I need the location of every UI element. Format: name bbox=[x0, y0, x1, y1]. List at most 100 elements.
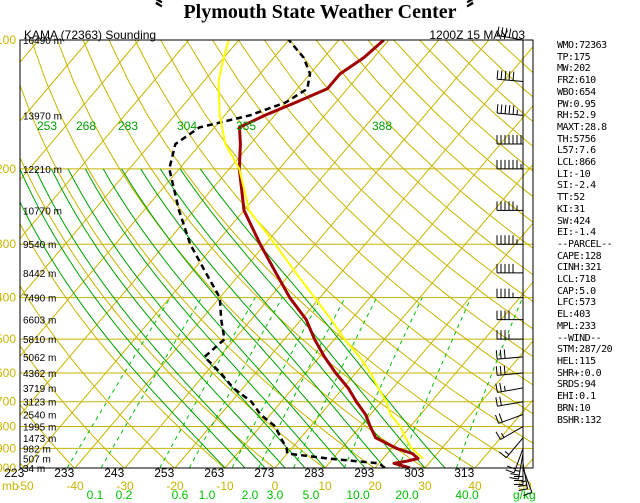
wind-barb-feather bbox=[512, 71, 515, 81]
mixing-ratio-tick-label: 5.0 bbox=[303, 488, 320, 502]
mixing-ratio-tick-label: 0.1 bbox=[87, 488, 104, 502]
wind-barb-feather bbox=[498, 413, 503, 423]
dry-adiabat-line bbox=[30, 40, 376, 468]
mixing-ratio-tick-label: 3.0 bbox=[267, 488, 284, 502]
wind-barb-feather bbox=[495, 350, 498, 360]
moist-adiabat-line bbox=[50, 168, 286, 468]
temperature-tick-label: 10 bbox=[318, 479, 332, 493]
pressure-tick-label: 300 bbox=[0, 237, 16, 251]
pressure-tick-label: 700 bbox=[0, 395, 16, 409]
dry-adiabat-line bbox=[82, 40, 476, 468]
mixing-ratio-line bbox=[293, 297, 378, 468]
moist-adiabat-line bbox=[20, 200, 226, 468]
wind-barb-feather bbox=[495, 414, 500, 424]
temperature-tick-label: -10 bbox=[216, 479, 234, 493]
dry-adiabat-line bbox=[160, 40, 533, 415]
theta-tick-label: 253 bbox=[154, 466, 174, 480]
moist-adiabat-line bbox=[121, 168, 366, 468]
temperature-tick-label: -50 bbox=[16, 479, 34, 493]
stats-line: SRDS:94 bbox=[557, 379, 596, 391]
mixing-ratio-tick-label: 0.2 bbox=[116, 488, 133, 502]
isotherm-line bbox=[24, 40, 390, 468]
moist-adiabat-line bbox=[140, 168, 386, 468]
stats-line: LCL:866 bbox=[557, 157, 596, 169]
label-layer: 100200300400500600700800900100016490 m13… bbox=[0, 33, 536, 502]
mixing-ratio-line bbox=[258, 297, 346, 468]
dry-adiabat-line bbox=[20, 222, 226, 468]
theta-tick-label: 243 bbox=[104, 466, 124, 480]
wind-barbs bbox=[495, 26, 533, 496]
plot-frame bbox=[19, 39, 534, 469]
dry-adiabat-line bbox=[20, 156, 276, 468]
stats-line: --WIND-- bbox=[557, 332, 602, 344]
wind-barb-staff bbox=[497, 34, 524, 41]
stats-line: FRZ:610 bbox=[557, 75, 596, 87]
pressure-tick-label: 1000 bbox=[0, 461, 16, 475]
isotherm-line bbox=[20, 40, 90, 122]
height-label: 2540 m bbox=[23, 411, 56, 422]
stats-line: TP:175 bbox=[557, 51, 591, 63]
theta-e-label: 253 bbox=[37, 119, 57, 133]
height-label: 9540 m bbox=[23, 240, 56, 251]
stats-line: BSHR:132 bbox=[557, 414, 602, 426]
wind-barb-feather bbox=[496, 70, 499, 80]
wind-barb-staff bbox=[497, 387, 524, 393]
height-label: 8442 m bbox=[23, 269, 56, 280]
theta-e-label: 388 bbox=[372, 119, 392, 133]
mixing-ratio-tick-label: 0.6 bbox=[172, 488, 189, 502]
dry-adiabat-line bbox=[20, 285, 176, 468]
chart-subtitle-left: KAMA (72363) Sounding bbox=[24, 28, 156, 42]
theta-tick-label: 283 bbox=[304, 466, 324, 480]
mixing-ratio-line bbox=[66, 297, 171, 468]
mixing-ratio-line bbox=[231, 297, 322, 468]
temperature-tick-label: 20 bbox=[368, 479, 382, 493]
mixing-ratio-line bbox=[398, 297, 472, 468]
mixing-ratio-tick-label: 40.0 bbox=[455, 488, 479, 502]
grid-layer bbox=[20, 40, 533, 468]
dry-adiabat-line bbox=[289, 40, 533, 276]
stats-panel: WMO:72363 TP:175 MW:202 FRZ:610 WBO:654 PW:0.… bbox=[557, 40, 637, 426]
stats-line: SI:-2.4 bbox=[557, 180, 596, 192]
wind-barb-feather bbox=[503, 365, 506, 375]
wind-barb-feather bbox=[504, 27, 508, 37]
theta-e-label: 268 bbox=[76, 119, 96, 133]
theta-tick-label: 233 bbox=[54, 466, 74, 480]
wind-barb-feather bbox=[508, 105, 511, 115]
wind-barb-feather bbox=[499, 396, 502, 406]
moist-adiabat-line bbox=[179, 168, 426, 468]
wind-barb-staff bbox=[517, 453, 524, 480]
wind-barb-feather bbox=[500, 27, 504, 37]
wind-barb-feather bbox=[496, 104, 499, 114]
height-label: 5810 m bbox=[23, 335, 56, 346]
height-label: 7490 m bbox=[23, 294, 56, 305]
stats-line: STM:287/20 bbox=[557, 344, 613, 356]
theta-tick-label: 263 bbox=[204, 466, 224, 480]
mixing-ratio-tick-label: 2.0 bbox=[242, 488, 259, 502]
wind-barb-feather bbox=[499, 349, 502, 359]
moist-adiabat-line bbox=[199, 168, 446, 468]
height-label: 13970 m bbox=[23, 111, 62, 122]
dry-adiabat-line bbox=[341, 40, 533, 223]
stats-line: TT:52 bbox=[557, 192, 585, 204]
wind-barb-feather bbox=[495, 397, 498, 407]
dry-adiabat-line bbox=[20, 345, 126, 468]
pressure-tick-label: 900 bbox=[0, 441, 16, 455]
pressure-tick-label: 200 bbox=[0, 162, 16, 176]
dry-adiabat-line bbox=[212, 40, 533, 358]
temperature-tick-label: 0 bbox=[272, 479, 279, 493]
pressure-tick-label: 800 bbox=[0, 420, 16, 434]
stats-line: EI:-1.4 bbox=[557, 227, 596, 239]
pressure-tick-label: 100 bbox=[0, 33, 16, 47]
dry-adiabat-line bbox=[263, 40, 533, 303]
stats-line: CINH:321 bbox=[557, 262, 602, 274]
isotherm-line bbox=[20, 40, 290, 358]
dry-adiabat-line bbox=[237, 40, 533, 330]
mixing-ratio-line bbox=[188, 297, 283, 468]
temperature-tick-label: -30 bbox=[116, 479, 134, 493]
mixing-ratio-tick-label: 10.0 bbox=[346, 488, 370, 502]
stats-line: WMO:72363 bbox=[557, 40, 607, 51]
wind-barb-feather bbox=[504, 70, 507, 80]
stats-line: SHR+:0.0 bbox=[557, 367, 602, 379]
stats-line: LI:-10 bbox=[557, 168, 591, 180]
